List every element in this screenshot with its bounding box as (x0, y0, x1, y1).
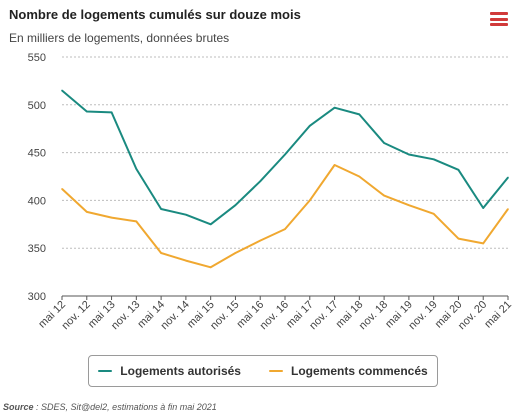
point-autorises (259, 180, 262, 183)
point-autorises (284, 153, 286, 156)
point-autorises (61, 89, 63, 92)
point-autorises (333, 106, 336, 109)
point-commences (333, 164, 336, 166)
point-commences (259, 239, 262, 242)
point-commences (209, 266, 212, 269)
point-commences (284, 228, 286, 230)
point-autorises (209, 223, 212, 226)
hamburger-menu-icon[interactable] (490, 12, 508, 26)
legend-item-autorises[interactable]: Logements autorisés (98, 364, 241, 378)
chart-subtitle: En milliers de logements, données brutes (9, 31, 230, 45)
point-commences (160, 252, 162, 254)
point-autorises (507, 176, 509, 179)
legend-item-commences[interactable]: Logements commencés (268, 364, 428, 378)
source-text: : SDES, Sit@del2, estimations à fin mai … (33, 402, 217, 412)
point-autorises (358, 113, 361, 116)
point-commences (308, 199, 311, 202)
series-line-commences (61, 164, 509, 269)
point-commences (432, 212, 435, 215)
point-autorises (408, 153, 410, 156)
legend-swatch-commences (268, 370, 283, 372)
point-commences (61, 188, 63, 190)
legend-label-autorises: Logements autorisés (120, 364, 241, 378)
point-autorises (457, 169, 460, 171)
point-commences (408, 204, 410, 206)
source-label: Source (3, 402, 34, 412)
point-commences (457, 237, 460, 240)
point-autorises (432, 158, 435, 161)
legend-swatch-autorises (98, 370, 113, 372)
chart-title: Nombre de logements cumulés sur douze mo… (9, 7, 301, 22)
y-tick-label: 550 (28, 52, 46, 64)
point-autorises (308, 125, 311, 127)
point-commences (185, 259, 187, 262)
y-tick-label: 450 (28, 148, 46, 160)
point-autorises (160, 208, 162, 210)
x-tick-label: mai 21 (482, 299, 514, 331)
legend-label-commences: Logements commencés (290, 364, 428, 378)
point-commences (383, 194, 385, 197)
series-line-autorises (61, 89, 509, 226)
y-tick-label: 350 (28, 243, 46, 255)
y-tick-label: 400 (28, 195, 46, 207)
point-autorises (110, 111, 113, 114)
point-autorises (135, 168, 138, 170)
point-autorises (234, 204, 237, 206)
point-commences (507, 208, 509, 210)
chart-legend: Logements autorisés Logements commencés (88, 355, 438, 387)
point-autorises (482, 207, 485, 209)
source-note: Source : SDES, Sit@del2, estimations à f… (3, 402, 217, 412)
y-tick-label: 500 (28, 100, 46, 112)
point-autorises (185, 213, 187, 216)
point-commences (358, 175, 361, 178)
point-commences (110, 216, 113, 219)
point-commences (482, 242, 485, 245)
point-commences (85, 211, 88, 213)
point-autorises (383, 142, 385, 144)
point-commences (234, 252, 237, 254)
y-tick-label: 300 (28, 291, 46, 303)
point-commences (135, 220, 138, 223)
point-autorises (85, 110, 88, 113)
